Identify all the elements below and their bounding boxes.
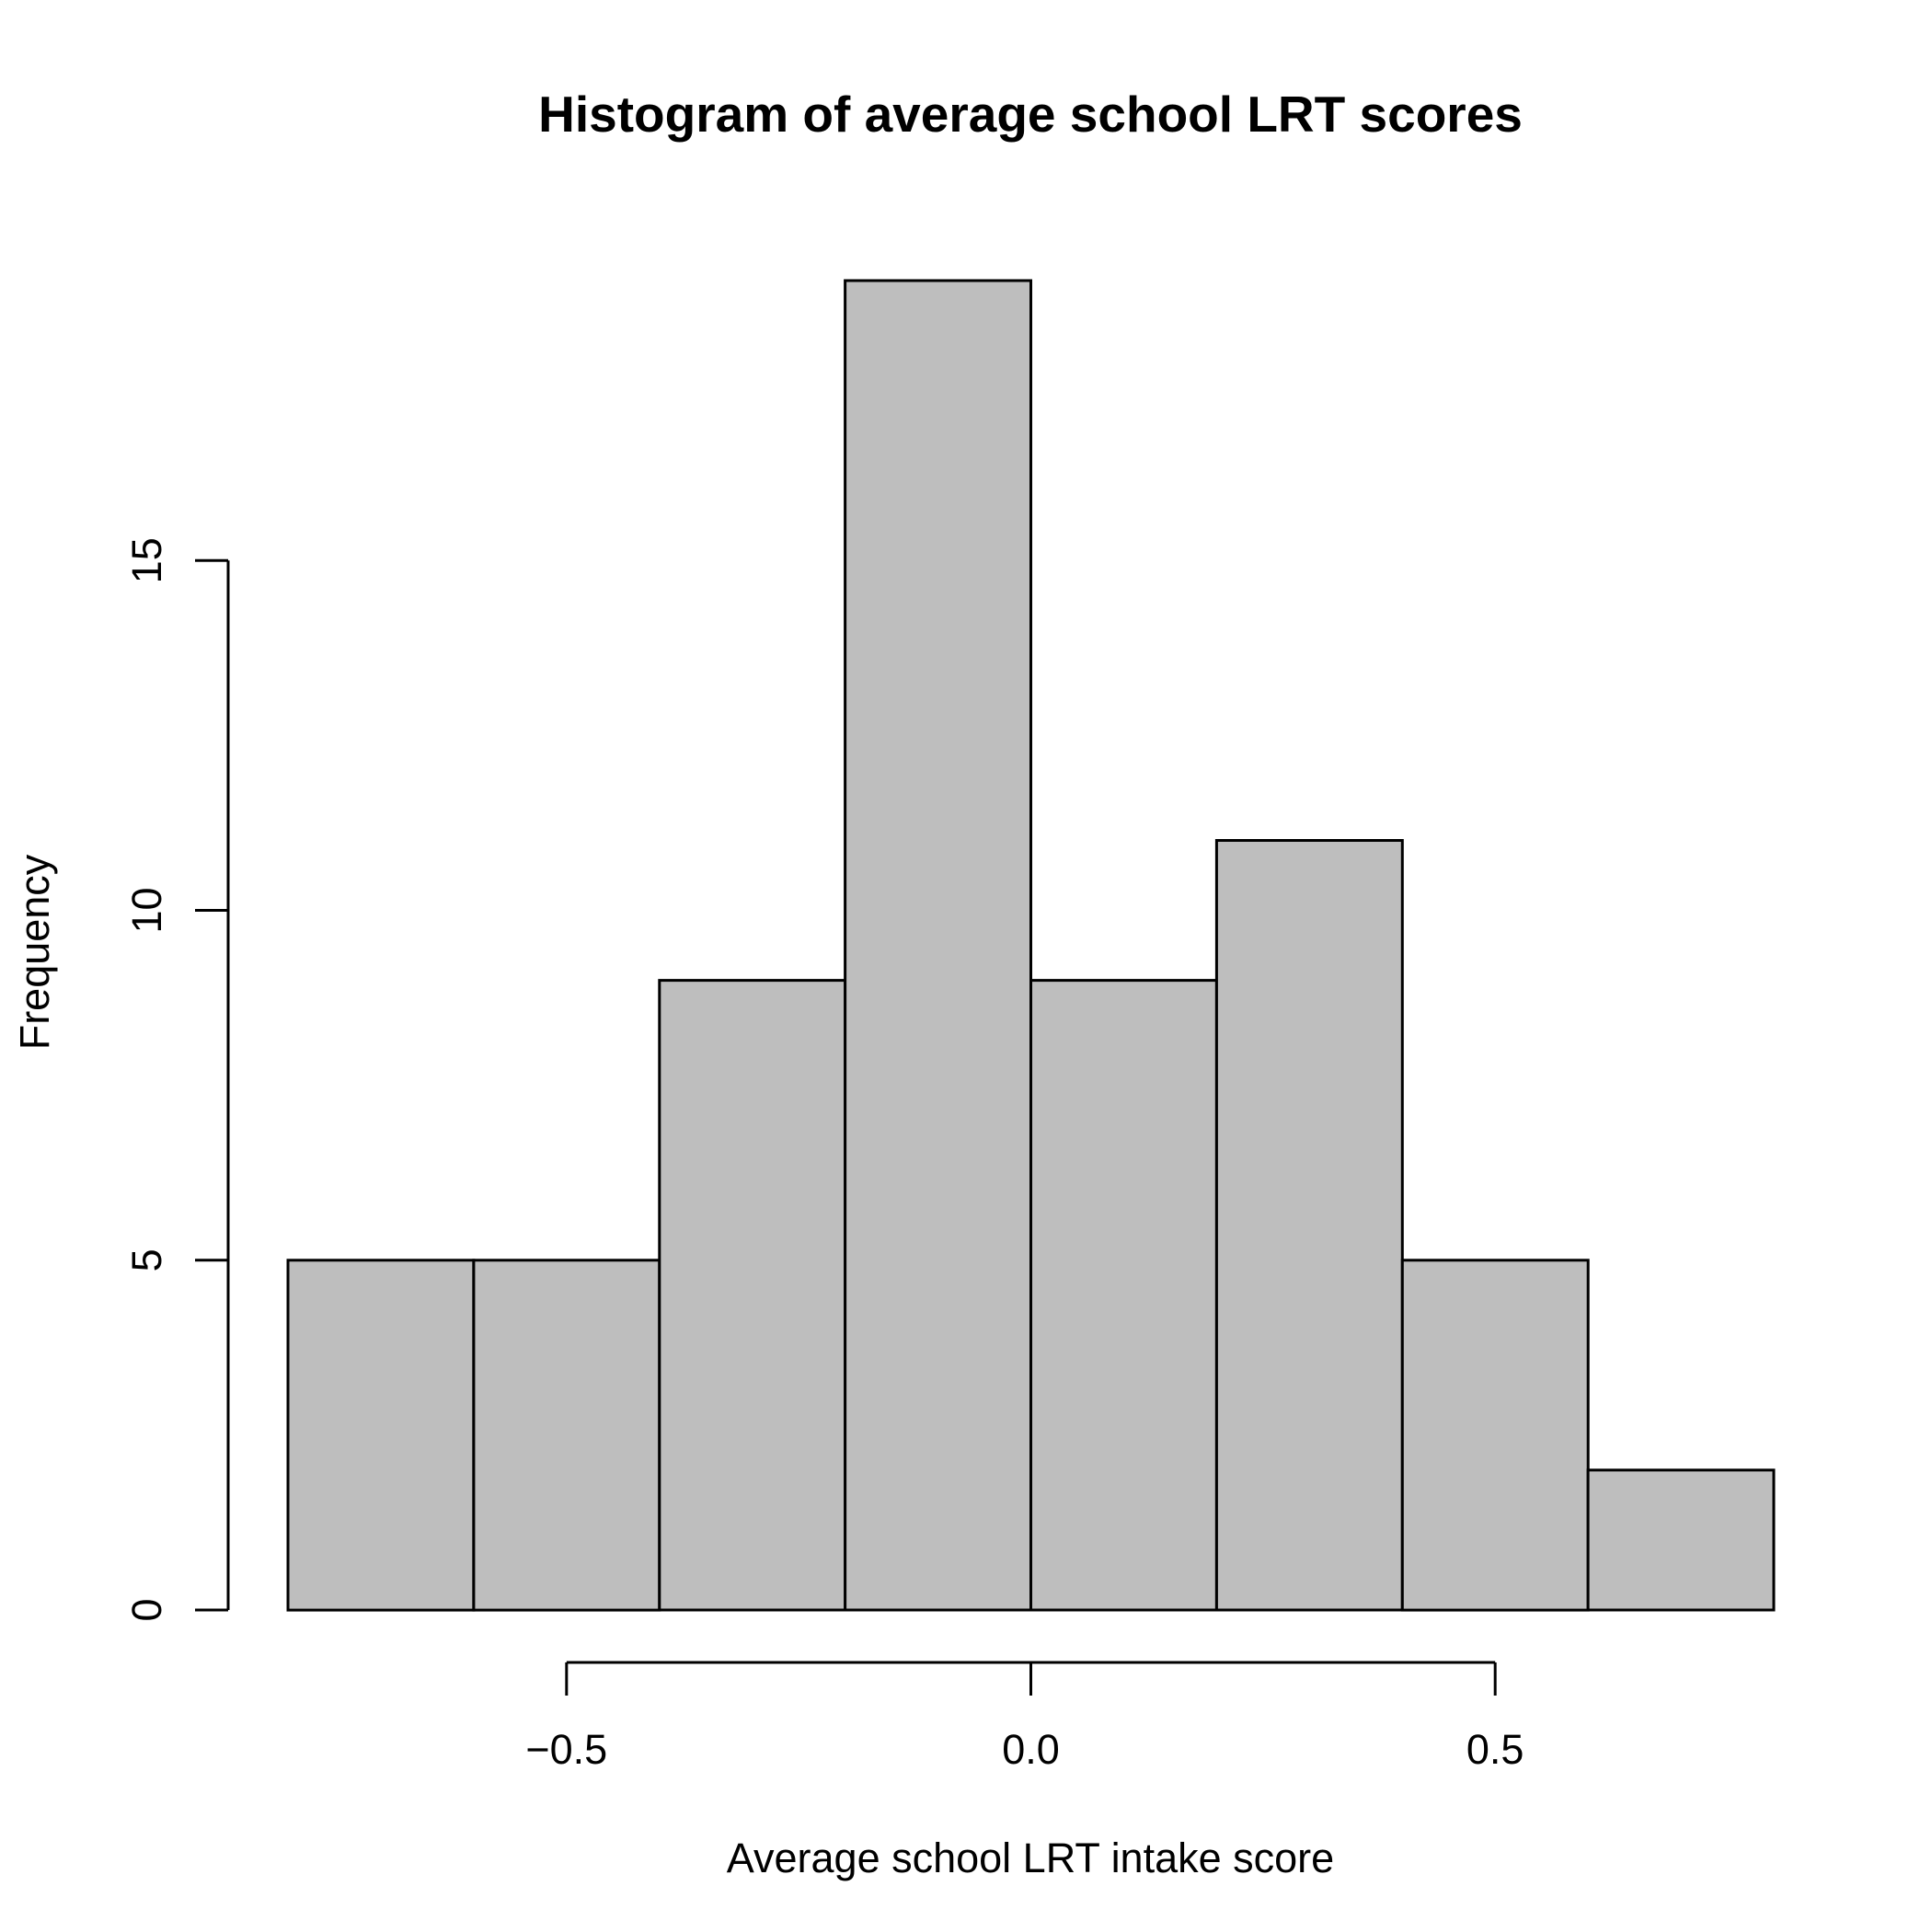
y-axis-label: Frequency bbox=[11, 854, 58, 1050]
y-tick-label-0: 0 bbox=[123, 1598, 170, 1621]
y-tick-label-3: 15 bbox=[123, 537, 170, 583]
y-tick-label-1: 5 bbox=[123, 1248, 170, 1271]
x-tick-label-1: 0.0 bbox=[1002, 1726, 1060, 1773]
y-axis: 0 5 10 15 bbox=[123, 537, 230, 1622]
histogram-bar-4 bbox=[1029, 979, 1218, 1612]
histogram-bar-6 bbox=[1400, 1259, 1590, 1612]
x-axis-label: Average school LRT intake score bbox=[727, 1834, 1334, 1881]
histogram-bars bbox=[286, 279, 1776, 1612]
y-tick-label-2: 10 bbox=[123, 887, 170, 933]
x-tick-label-2: 0.5 bbox=[1466, 1726, 1524, 1773]
histogram-bar-0 bbox=[286, 1259, 476, 1612]
histogram-bar-3 bbox=[844, 279, 1032, 1612]
histogram-bar-7 bbox=[1586, 1468, 1776, 1612]
x-tick-label-0: −0.5 bbox=[525, 1726, 607, 1773]
histogram-bar-5 bbox=[1214, 839, 1404, 1612]
histogram-bar-2 bbox=[658, 979, 847, 1612]
x-axis: −0.5 0.0 0.5 bbox=[525, 1661, 1524, 1773]
chart-title: Histogram of average school LRT scores bbox=[538, 86, 1523, 143]
histogram-bar-1 bbox=[472, 1259, 661, 1612]
